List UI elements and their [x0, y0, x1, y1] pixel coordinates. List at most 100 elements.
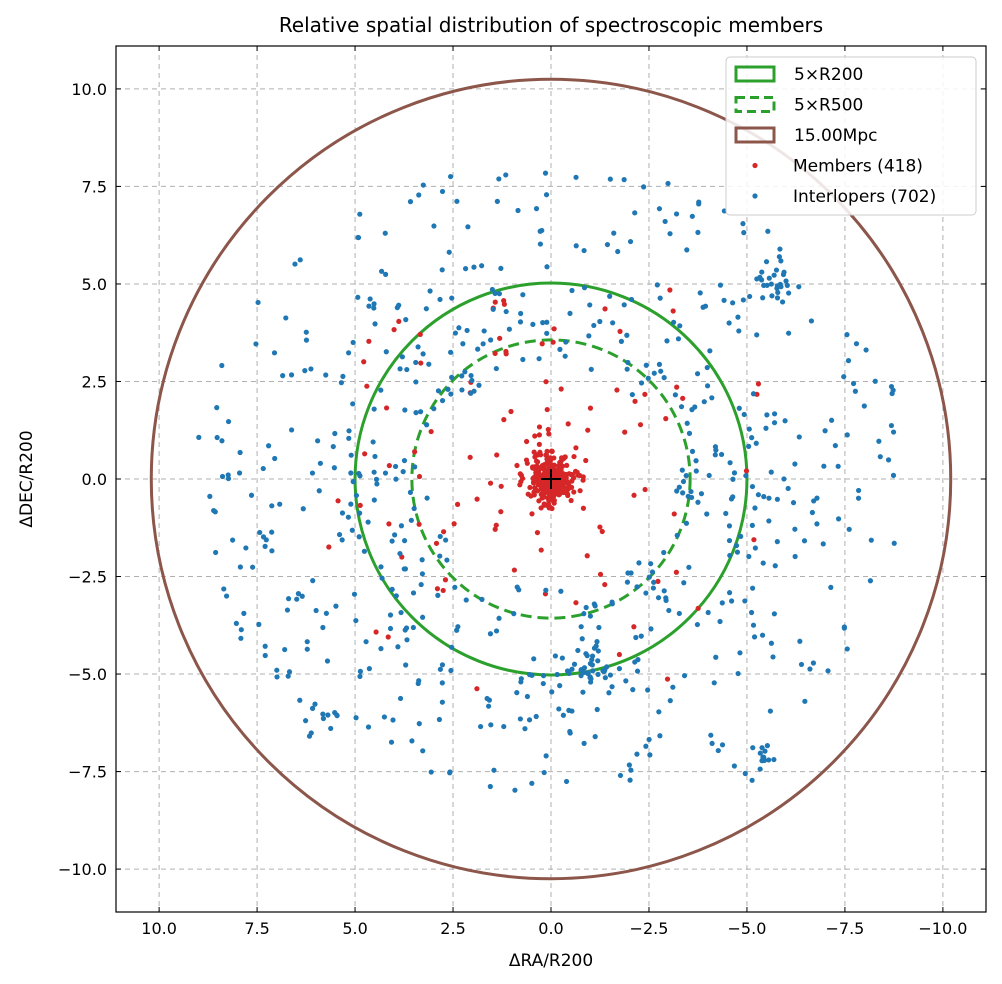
interloper-point [562, 353, 568, 359]
interloper-point [515, 207, 521, 214]
interloper-point [715, 747, 721, 754]
interloper-point [526, 717, 533, 723]
interloper-point [558, 588, 564, 594]
interloper-point [771, 272, 777, 278]
interloper-point [693, 468, 699, 474]
member-point [383, 405, 390, 411]
interloper-point [381, 714, 388, 720]
interloper-point [350, 479, 356, 485]
member-point [533, 458, 540, 464]
member-point [558, 467, 564, 473]
interloper-point [493, 628, 500, 634]
member-point [357, 502, 363, 508]
interloper-point [219, 473, 226, 480]
interloper-point [331, 465, 337, 471]
interloper-point [661, 375, 667, 381]
interloper-point [356, 534, 362, 540]
interloper-point [372, 321, 378, 327]
interloper-point [420, 748, 426, 754]
interloper-point [712, 452, 718, 458]
interloper-point [658, 368, 664, 374]
interloper-point [371, 469, 377, 475]
interloper-point [796, 434, 802, 440]
interloper-point [623, 678, 629, 684]
interloper-point [540, 680, 546, 687]
interloper-point [420, 351, 426, 357]
interloper-point [544, 330, 550, 336]
interloper-point [371, 301, 377, 307]
member-point [544, 406, 550, 413]
interloper-point [262, 643, 268, 649]
interloper-point [365, 724, 372, 730]
interloper-point [604, 241, 611, 248]
member-point [602, 306, 608, 312]
interloper-point [852, 388, 858, 394]
interloper-point [617, 772, 624, 779]
interloper-point [297, 257, 303, 263]
interloper-point [542, 170, 549, 176]
interloper-point [684, 247, 690, 253]
interloper-point [271, 350, 278, 356]
interloper-point [689, 213, 695, 219]
member-point [655, 578, 661, 584]
legend-swatch-3 [752, 162, 758, 169]
member-point [572, 468, 579, 474]
interloper-point [310, 578, 316, 584]
member-point [537, 449, 543, 455]
interloper-point [763, 259, 770, 265]
interloper-point [649, 569, 656, 575]
interloper-point [750, 622, 757, 628]
interloper-point [563, 339, 569, 345]
member-point [670, 308, 676, 314]
member-point [497, 335, 503, 341]
interloper-point [632, 210, 638, 216]
interloper-point [670, 684, 676, 690]
interloper-point [413, 359, 419, 366]
interloper-point [431, 406, 437, 412]
interloper-point [792, 461, 798, 467]
member-point [416, 473, 423, 480]
member-point [597, 571, 604, 577]
member-point [642, 391, 648, 397]
interloper-point [736, 405, 742, 411]
member-point [545, 426, 551, 433]
member-point [558, 386, 564, 392]
interloper-point [367, 296, 373, 302]
interloper-point [747, 293, 753, 300]
member-point [396, 318, 402, 325]
member-point [412, 449, 418, 455]
interloper-point [717, 282, 724, 288]
interloper-point [370, 439, 376, 445]
member-point [498, 483, 504, 489]
interloper-point [407, 199, 414, 205]
interloper-point [592, 603, 598, 609]
interloper-point [872, 378, 878, 384]
interloper-point [891, 540, 897, 546]
member-point [373, 629, 379, 635]
interloper-point [730, 300, 736, 306]
member-point [695, 605, 701, 611]
interloper-point [363, 639, 369, 645]
interloper-point [773, 267, 780, 273]
member-point [544, 460, 550, 466]
interloper-point [389, 538, 395, 544]
member-point [536, 465, 543, 471]
interloper-point [591, 322, 597, 329]
interloper-point [774, 496, 780, 502]
member-point [565, 421, 571, 427]
member-point [562, 479, 568, 486]
interloper-point [445, 386, 451, 392]
interloper-point [563, 778, 570, 785]
member-point [474, 686, 480, 692]
interloper-point [764, 743, 770, 749]
interloper-point [480, 341, 486, 347]
interloper-point [357, 673, 363, 680]
interloper-point [645, 687, 651, 693]
interloper-point [759, 632, 766, 638]
interloper-point [398, 523, 405, 529]
data-points [196, 170, 897, 793]
member-point [533, 471, 539, 477]
member-point [552, 483, 558, 489]
interloper-point [274, 667, 280, 673]
interloper-point [844, 646, 850, 652]
